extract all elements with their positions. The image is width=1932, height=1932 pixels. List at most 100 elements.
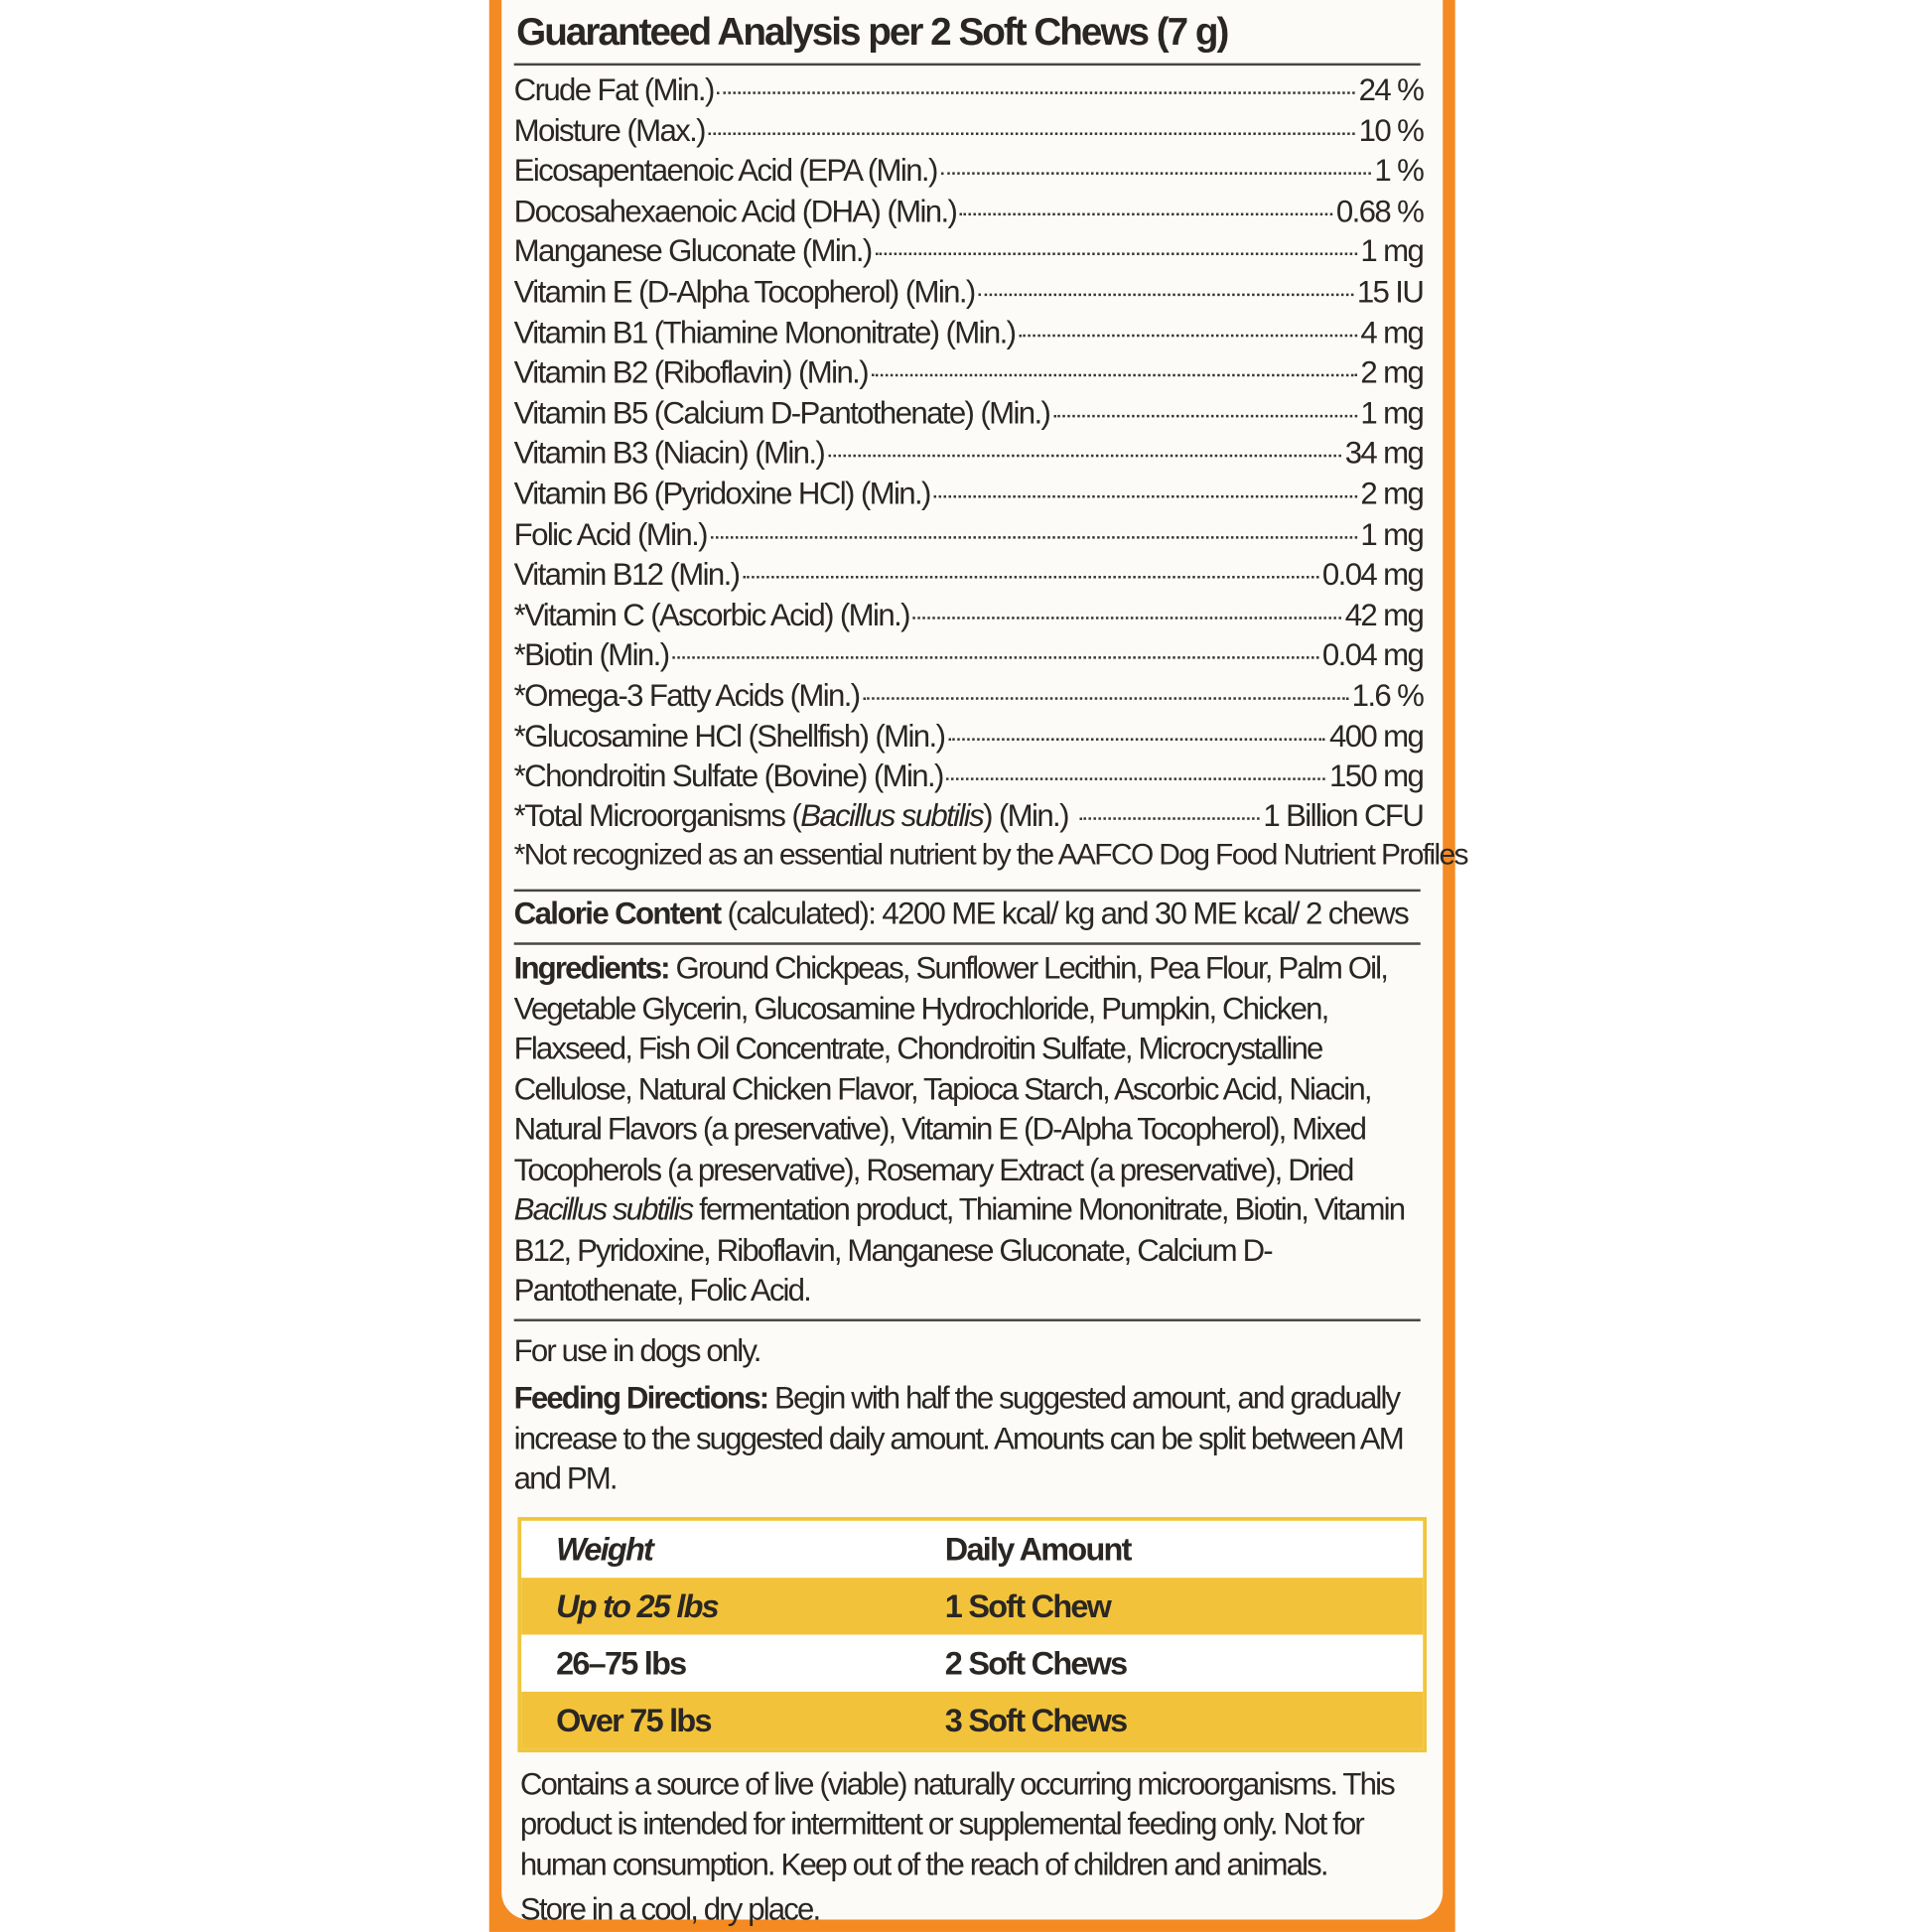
dot-leader [1019,334,1357,337]
divider [513,942,1421,945]
dot-leader [863,697,1348,700]
nutrient-value: 1 % [1374,153,1425,189]
nutrient-value: 4 mg [1360,315,1424,350]
analysis-row: Eicosapentaenoic Acid (EPA (Min.) 1 % [513,153,1425,195]
nutrient-name: Vitamin B1 (Thiamine Mononitrate) (Min.) [513,315,1017,350]
dot-leader [827,455,1341,458]
nutrient-name: Vitamin B5 (Calcium D-Pantothenate) (Min… [513,395,1051,431]
nutrient-value: 400 mg [1328,719,1425,755]
analysis-row: *Omega-3 Fatty Acids (Min.) 1.6 % [514,678,1425,719]
table-row: Over 75 lbs 3 Soft Chews [521,1691,1424,1748]
analysis-row: *Glucosamine HCl (Shellfish) (Min.) 400 m… [514,719,1425,759]
calorie-text: (calculated): 4200 ME kcal/ kg and 30 ME… [720,897,1410,932]
dot-leader [960,212,1333,215]
dot-leader [978,293,1354,297]
feeding-table-header: Weight Daily Amount [521,1520,1423,1577]
ingredients-text-2: fermentation product, Thiamine Mononitra… [513,1192,1406,1309]
nutrient-value: 1 mg [1360,234,1424,270]
nutrient-value: 34 mg [1344,436,1425,472]
nutrient-value: 1 mg [1360,516,1424,552]
analysis-row: Vitamin B12 (Min.) 0.04 mg [513,557,1425,598]
dot-leader [710,535,1357,539]
nutrient-name: Crude Fat (Min.) [513,72,716,108]
dot-leader [871,373,1357,377]
weight-cell: Up to 25 lbs [556,1587,720,1624]
calorie-content: Calorie Content (calculated): 4200 ME kc… [513,897,1410,932]
analysis-table: Crude Fat (Min.) 24 % Moisture (Max.) 10 % E… [513,72,1425,800]
nutrient-name: Vitamin B2 (Riboflavin) (Min.) [513,355,870,391]
dot-leader [717,91,1355,94]
analysis-row: Vitamin B1 (Thiamine Mononitrate) (Min.)… [513,315,1425,356]
feeding-label: Feeding Directions: [513,1380,769,1416]
table-row: Up to 25 lbs 1 Soft Chew [521,1577,1424,1634]
nutrient-name: *Chondroitin Sulfate (Bovine) (Min.) [513,759,945,794]
dot-leader [1080,817,1260,820]
analysis-row: Docosahexaenoic Acid (DHA) (Min.) 0.68 % [513,194,1425,235]
divider [513,63,1421,67]
nutrient-value: 2 mg [1360,355,1424,391]
analysis-row: Crude Fat (Min.) 24 % [513,72,1425,114]
dot-leader [912,616,1341,620]
ingredients: Ingredients: Ground Chickpeas, Sunflower… [514,949,1425,1311]
calorie-label: Calorie Content [513,897,722,932]
analysis-row: *Vitamin C (Ascorbic Acid) (Min.) 42 mg [513,598,1425,638]
micro-prefix: *Total Microorganisms ( [513,798,802,834]
nutrient-value: 1.6 % [1351,678,1425,714]
feeding-directions: Feeding Directions: Begin with half the … [514,1378,1425,1499]
nutrient-value: 0.68 % [1335,194,1425,229]
nutrient-name: Manganese Gluconate (Min.) [513,234,874,270]
nutrient-value: 24 % [1358,72,1425,108]
nutrient-value: 10 % [1358,113,1425,149]
analysis-row-microorganisms: *Total Microorganisms (Bacillus subtilis… [513,798,1425,840]
ingredients-italic: Bacillus subtilis [513,1192,695,1228]
use-statement: For use in dogs only. [513,1332,762,1368]
analysis-row: Vitamin E (D-Alpha Tocopherol) (Min.) 15 … [514,274,1425,316]
nutrient-name: *Vitamin C (Ascorbic Acid) (Min.) [513,598,911,633]
nutrient-name: *Total Microorganisms (Bacillus subtilis… [513,798,1070,835]
feeding-text: Begin with half the suggested amount, an… [513,1380,1405,1496]
nutrient-value: 150 mg [1328,759,1425,794]
dot-leader [933,494,1357,498]
nutrient-name: Vitamin B12 (Min.) [513,557,741,593]
dot-leader [940,172,1371,176]
divider [513,889,1421,893]
storage-text: Store in a cool, dry place. [519,1892,821,1927]
nutrient-value: 15 IU [1356,274,1425,310]
dot-leader [708,131,1355,135]
nutrient-value: 0.04 mg [1321,637,1425,673]
nutrient-value: 1 mg [1360,395,1424,431]
amount-cell: 3 Soft Chews [944,1701,1128,1738]
nutrient-value: 0.04 mg [1321,557,1425,593]
nutrient-name: Vitamin B6 (Pyridoxine HCl) (Min.) [513,477,932,512]
micro-suffix: ) (Min.) [983,798,1069,834]
nutrient-value: 42 mg [1344,598,1425,633]
header-daily-amount: Daily Amount [944,1530,1133,1568]
analysis-row: Moisture (Max.) 10 % [513,113,1425,154]
header-weight: Weight [556,1530,654,1568]
nutrient-name: Eicosapentaenoic Acid (EPA (Min.) [513,153,939,189]
analysis-row: Vitamin B2 (Riboflavin) (Min.) 2 mg [513,355,1425,396]
analysis-row: Vitamin B5 (Calcium D-Pantothenate) (Min… [513,395,1425,437]
footer: Contains a source of live (viable) natur… [520,1764,1425,1930]
nutrient-value: 2 mg [1360,477,1424,512]
micro-italic: Bacillus subtilis [800,798,985,834]
amount-cell: 2 Soft Chews [944,1643,1128,1682]
nutrient-value: 1 Billion CFU [1263,798,1425,834]
ingredients-text: Ground Chickpeas, Sunflower Lecithin, Pe… [513,951,1389,1187]
analysis-row: Folic Acid (Min.) 1 mg [513,516,1425,558]
nutrient-name: *Biotin (Min.) [513,637,670,673]
analysis-row: Vitamin B6 (Pyridoxine HCl) (Min.) 2 mg [513,477,1425,517]
feeding-table: Weight Daily Amount Up to 25 lbs 1 Soft Ch… [517,1516,1428,1752]
dot-leader [875,252,1357,256]
lower-section: Ingredients: Ground Chickpeas, Sunflower… [513,949,1428,1931]
dot-leader [948,737,1326,741]
amount-cell: 1 Soft Chew [944,1587,1112,1624]
analysis-row: *Chondroitin Sulfate (Bovine) (Min.) 150 … [513,759,1425,800]
nutrient-name: Moisture (Max.) [513,113,707,149]
analysis-row: *Biotin (Min.) 0.04 mg [513,637,1425,679]
nutrient-name: Folic Acid (Min.) [513,516,709,552]
aafco-note: *Not recognized as an essential nutrient… [513,838,1469,873]
weight-cell: 26–75 lbs [556,1643,687,1682]
nutrient-name: Docosahexaenoic Acid (DHA) (Min.) [513,194,958,229]
